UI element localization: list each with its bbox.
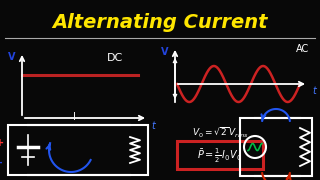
Text: I: I [73, 112, 76, 122]
Text: V: V [161, 47, 169, 57]
Text: t: t [151, 121, 155, 131]
Text: Alternating Current: Alternating Current [52, 12, 268, 32]
Text: AC: AC [296, 44, 310, 54]
Text: +: + [0, 138, 4, 148]
Bar [240, 118, 312, 176]
Bar [8, 125, 148, 175]
Text: $V_0 = \sqrt{2}\,V_{rms}$: $V_0 = \sqrt{2}\,V_{rms}$ [192, 126, 248, 140]
Text: t: t [312, 86, 316, 96]
Text: V: V [8, 52, 16, 62]
Text: -: - [0, 158, 2, 168]
Text: DC: DC [107, 53, 123, 63]
Text: $\bar{P} = \frac{1}{2}\,I_0 V_0$: $\bar{P} = \frac{1}{2}\,I_0 V_0$ [197, 147, 243, 165]
